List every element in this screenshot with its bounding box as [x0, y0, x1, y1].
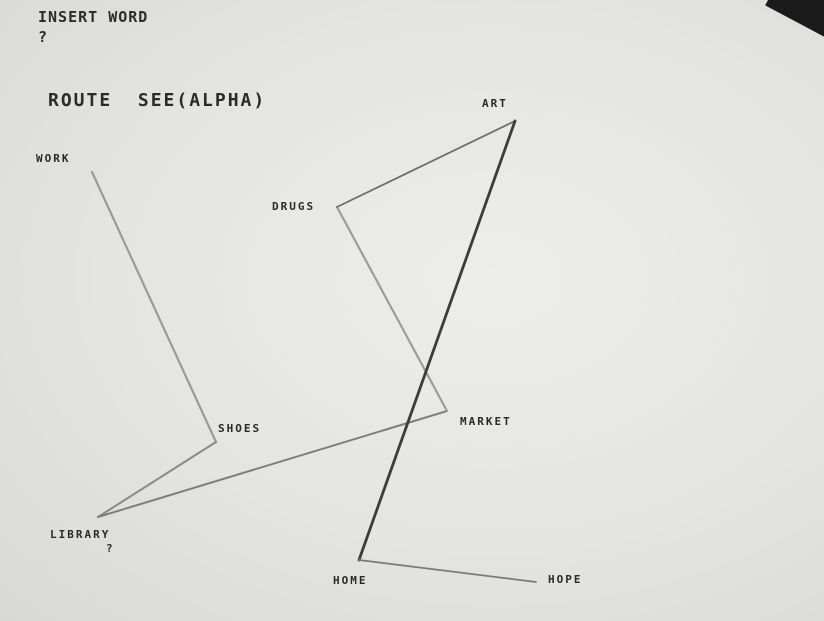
route-edge-market-drugs	[335, 205, 449, 413]
node-label-library[interactable]: LIBRARY	[50, 528, 111, 541]
route-edge-shoes-library	[97, 441, 217, 518]
input-cursor-marker[interactable]: ?	[38, 28, 49, 46]
insert-word-prompt: INSERT WORD	[38, 8, 149, 26]
node-label-home[interactable]: HOME	[333, 574, 368, 587]
node-label-market[interactable]: MARKET	[460, 415, 512, 428]
node-label-art[interactable]: ART	[482, 97, 508, 110]
route-edge-library-market	[97, 410, 448, 518]
route-edge-work-shoes	[90, 170, 218, 444]
node-label-drugs[interactable]: DRUGS	[272, 200, 316, 213]
library-cursor-marker: ?	[106, 542, 115, 555]
node-label-shoes[interactable]: SHOES	[218, 422, 262, 435]
route-edge-art-home	[357, 119, 517, 562]
node-label-work[interactable]: WORK	[36, 152, 71, 165]
route-command-line: ROUTE SEE(ALPHA)	[48, 90, 267, 111]
route-edge-home-hope	[358, 559, 537, 583]
route-edge-drugs-art	[336, 120, 516, 208]
node-label-hope[interactable]: HOPE	[548, 573, 583, 586]
